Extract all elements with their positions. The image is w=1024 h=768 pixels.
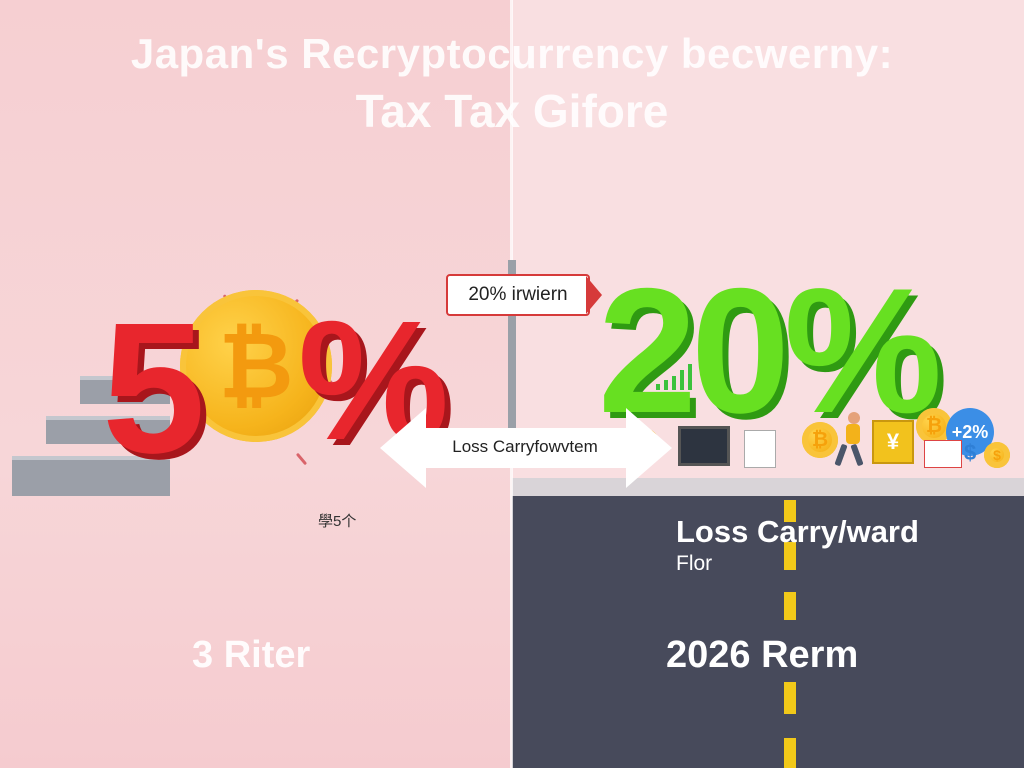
sign-arrow-icon <box>586 276 602 314</box>
right-panel <box>512 0 1024 478</box>
monitor-icon <box>678 426 730 466</box>
coin-icon: ₿ <box>802 422 838 458</box>
road-dash <box>784 682 796 714</box>
card-icon <box>924 440 962 468</box>
bitcoin-coin-icon: ₿ <box>180 290 332 442</box>
page-title: Japan's Recryptocurrency becwerny: <box>130 30 894 77</box>
left-bottom-text: 3 Riter <box>192 634 311 676</box>
road-dash <box>784 542 796 570</box>
rate-sign: 20% irwiern <box>446 274 590 316</box>
sidewalk <box>512 478 1024 498</box>
right-subheading: Flor <box>676 552 713 575</box>
road-dash <box>784 738 796 768</box>
road-dash <box>784 592 796 620</box>
right-bottom-text: 2026 Rerm <box>666 634 859 676</box>
arrow-label: Loss Carryfowvtem <box>452 437 598 456</box>
page-subtitle: Tax Tax Gifore <box>355 85 669 137</box>
road-dash <box>784 500 796 522</box>
road <box>512 496 1024 768</box>
right-heading: Loss Carry/ward <box>676 514 919 549</box>
document-icon <box>744 430 776 468</box>
yen-box-icon: ¥ <box>872 420 914 464</box>
bar-chart-icon <box>656 364 696 390</box>
coin-icon: $ <box>984 442 1010 468</box>
left-small-label: 學5个 <box>318 513 357 530</box>
left-rate-digit: 5 <box>102 285 205 492</box>
dollar-icon: $ <box>964 440 977 465</box>
sign-post <box>508 260 516 430</box>
